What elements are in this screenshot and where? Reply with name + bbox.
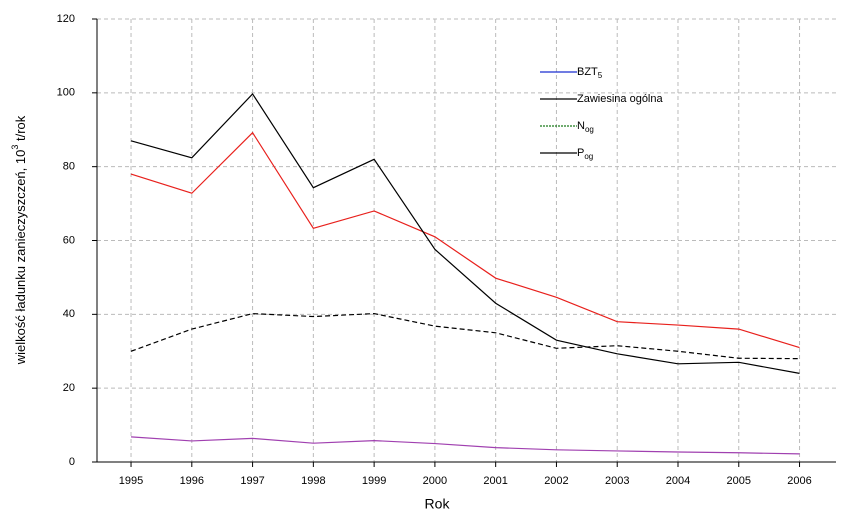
- x-tick-label: 1999: [362, 475, 386, 487]
- legend-sub: og: [585, 125, 594, 134]
- legend-name: P: [577, 147, 584, 159]
- legend-label: Pog: [577, 147, 593, 161]
- x-axis-label: Rok: [425, 496, 451, 512]
- data-line: [130, 436, 800, 455]
- legend-label: BZT5: [577, 66, 603, 80]
- legend-sub: og: [584, 152, 593, 161]
- x-tick-label: 1995: [119, 475, 143, 487]
- legend-label: Zawiesina ogólna: [577, 93, 663, 105]
- x-tick-label: 2005: [727, 475, 751, 487]
- y-axis-label-text: wielkość ładunku zanieczyszczeń, 10: [13, 150, 28, 366]
- y-tick-label: 100: [57, 87, 75, 99]
- data-line: [130, 312, 800, 360]
- y-axis-label-sup: 3: [10, 145, 20, 150]
- x-tick-label: 2003: [605, 475, 629, 487]
- x-tick-label: 2002: [544, 475, 568, 487]
- legend-label: Nog: [577, 120, 594, 134]
- y-tick-label: 20: [63, 382, 75, 394]
- y-tick-label: 120: [57, 13, 75, 25]
- legend-sub: 5: [598, 71, 603, 80]
- y-tick-label: 40: [63, 308, 75, 320]
- x-tick-label: 1997: [240, 475, 264, 487]
- x-tick-label: 2000: [423, 475, 447, 487]
- x-tick-label: 2006: [787, 475, 811, 487]
- legend-name: BZT: [577, 66, 598, 78]
- legend-name: N: [577, 120, 585, 132]
- y-axis-label: wielkość ładunku zanieczyszczeń, 103 t/r…: [10, 115, 28, 365]
- y-tick-label: 0: [69, 456, 75, 468]
- legend-name: Zawiesina ogólna: [577, 93, 663, 105]
- x-tick-label: 1996: [180, 475, 204, 487]
- x-tick-label: 2004: [666, 475, 690, 487]
- x-tick-label: 1998: [301, 475, 325, 487]
- y-tick-label: 60: [63, 234, 75, 246]
- y-tick-label: 80: [63, 161, 75, 173]
- x-tick-label: 2001: [483, 475, 507, 487]
- y-axis-label-unit: t/rok: [13, 115, 28, 144]
- data-line: [130, 131, 800, 349]
- data-line: [130, 92, 800, 374]
